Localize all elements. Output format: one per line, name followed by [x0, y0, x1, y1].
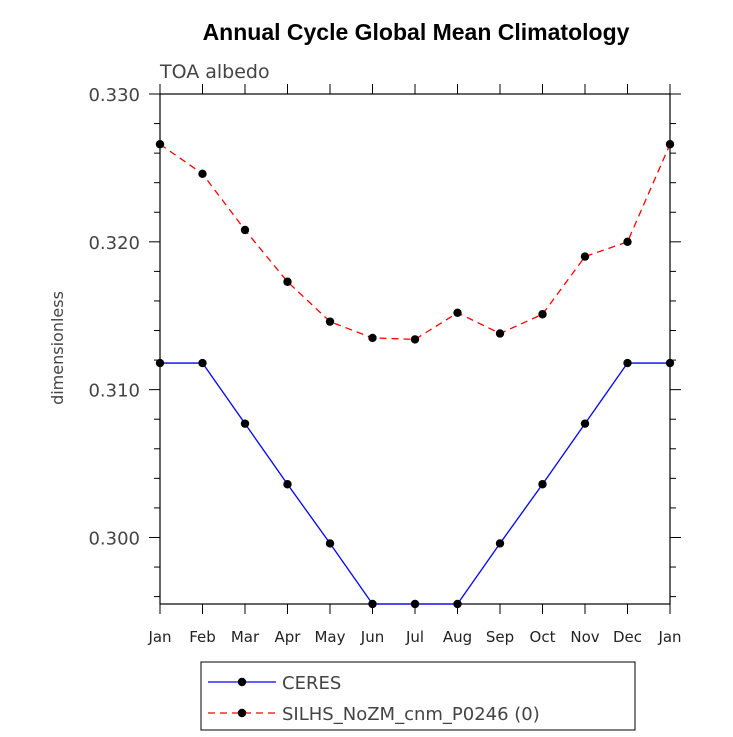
x-tick-label: Oct: [530, 628, 556, 646]
x-tick-label: Aug: [443, 628, 472, 646]
series-1-point: [453, 308, 462, 317]
x-tick-label: Apr: [275, 628, 302, 646]
x-tick-label: Feb: [189, 628, 216, 646]
series-1-point: [410, 335, 420, 344]
chart-subtitle: TOA albedo: [159, 61, 270, 83]
legend-box: [200, 661, 636, 731]
series-0-point: [325, 539, 335, 548]
series-line-1: [159, 143, 671, 341]
x-tick-label: Jun: [360, 628, 384, 646]
series-0-point: [410, 599, 420, 609]
series-1-point: [155, 140, 165, 149]
series-1-point: [623, 237, 632, 247]
series-1-point: [368, 333, 377, 343]
y-tick-label: 0.330: [88, 85, 140, 106]
plot-area-frame: [159, 93, 671, 605]
legend-marker-ceres: [237, 677, 247, 687]
series-0-point: [665, 358, 675, 368]
x-tick-label: Dec: [613, 628, 642, 646]
series-1-point: [538, 310, 547, 319]
series-0-point: [198, 358, 207, 368]
legend-label-silhs: SILHS_NoZM_cnm_P0246 (0): [282, 704, 540, 725]
x-tick-label: Jan: [147, 628, 171, 646]
y-axis-label: dimensionless: [48, 291, 67, 405]
y-tick-label: 0.310: [88, 381, 140, 402]
series-0-point: [453, 599, 462, 609]
legend: CERES SILHS_NoZM_cnm_P0246 (0): [200, 661, 636, 731]
series-0-point: [368, 599, 377, 609]
series-1-point: [495, 329, 505, 338]
chart-title: Annual Cycle Global Mean Climatology: [203, 19, 630, 45]
series-0-point: [155, 358, 165, 368]
x-tick-label: Sep: [486, 628, 514, 646]
series-0-point: [283, 480, 292, 489]
series-0-point: [240, 419, 250, 428]
x-tick-label: May: [314, 628, 345, 646]
x-axis-ticks: Jan Feb Mar Apr May Jun Jul Aug Sep Oct Nov Dec Jan: [147, 84, 682, 646]
series-0-point: [495, 539, 505, 548]
series-1-point: [580, 252, 590, 261]
series-0-point: [538, 480, 547, 489]
x-tick-label: Mar: [231, 628, 260, 646]
x-tick-label: Jul: [405, 628, 424, 646]
series-1-point: [325, 317, 335, 326]
legend-label-ceres: CERES: [282, 673, 341, 694]
series-1-point: [665, 140, 675, 149]
series-line-0: [160, 362, 670, 605]
y-axis-ticks: 0.300 0.310 0.320 0.330: [88, 85, 681, 598]
x-tick-label: Jan: [657, 628, 681, 646]
series-1-point: [283, 277, 292, 286]
legend-marker-silhs: [237, 708, 247, 718]
x-tick-label: Nov: [570, 628, 599, 646]
y-tick-label: 0.320: [88, 233, 140, 254]
y-tick-label: 0.300: [88, 528, 140, 549]
series-0-point: [580, 419, 590, 428]
series-1-point: [240, 225, 250, 235]
series-1-point: [198, 169, 207, 179]
series-layer: [155, 140, 675, 609]
series-0-point: [623, 358, 632, 368]
